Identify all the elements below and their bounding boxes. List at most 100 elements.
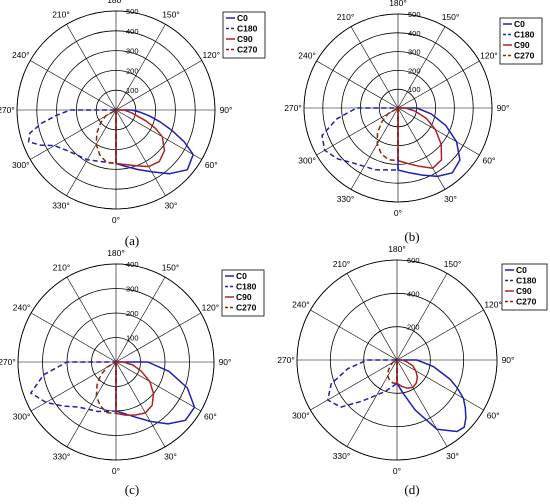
radial-tick-label: 400 [126, 260, 139, 269]
angle-label: 180° [389, 0, 407, 8]
radial-tick-label: 500 [408, 10, 421, 19]
angle-label: 300° [292, 411, 310, 421]
legend-label: C180 [236, 282, 257, 292]
angle-label: 330° [333, 451, 351, 461]
angle-label: 150° [444, 259, 462, 269]
panel-label: (b) [404, 229, 419, 244]
angle-label: 180° [107, 0, 125, 5]
radial-tick-label: 400 [126, 27, 139, 36]
spoke-60 [115, 109, 202, 160]
series-c270-curve [376, 107, 399, 162]
angle-label: 60° [487, 411, 500, 421]
series-c90-curve [396, 359, 419, 389]
spoke-210 [66, 24, 117, 111]
legend-label: C270 [516, 297, 537, 307]
spoke-30 [115, 109, 166, 196]
series-c0-curve [397, 107, 461, 178]
radial-tick-label: 600 [407, 256, 420, 265]
spoke-240 [30, 312, 117, 363]
series-c180-curve [326, 359, 398, 408]
angle-label: 330° [337, 194, 355, 204]
legend-label: C0 [514, 19, 525, 29]
spoke-60 [397, 107, 480, 156]
angle-label: 120° [202, 303, 220, 313]
angle-label: 240° [292, 300, 310, 310]
angle-label: 270° [284, 103, 302, 113]
angle-label: 120° [480, 51, 498, 61]
angle-label: 270° [277, 355, 295, 365]
angle-label: 240° [298, 51, 316, 61]
angle-label: 180° [107, 248, 125, 258]
series-c90-curve [397, 107, 443, 169]
polar-panel-c: 180° 150° 120° 90° 60° 30° 0° 330° 300° 270° 240° 2… [0, 248, 265, 497]
radial-tick-label: 300 [126, 285, 139, 294]
legend-label: C0 [236, 271, 247, 281]
series-c90-curve [115, 361, 155, 416]
series-c270-curve [95, 361, 117, 415]
series-c90-curve [115, 109, 166, 168]
spoke-30 [396, 359, 448, 447]
spoke-300 [316, 107, 399, 156]
spoke-210 [350, 26, 399, 109]
series-c0-curve [115, 361, 196, 425]
spoke-120 [115, 60, 202, 111]
legend-label: C0 [237, 13, 248, 23]
radial-tick-label: 400 [408, 29, 421, 38]
angle-label: 210° [333, 259, 351, 269]
spoke-30 [115, 361, 166, 448]
radial-tick-label: 400 [407, 289, 420, 298]
legend-box [499, 17, 543, 65]
legend-label: C90 [516, 286, 532, 296]
angle-label: 90° [219, 357, 232, 367]
series-c180-curve [27, 109, 117, 165]
legend-label: C270 [237, 45, 258, 55]
angle-label: 270° [0, 357, 16, 367]
spoke-150 [115, 276, 166, 363]
legend-box [221, 269, 265, 317]
angle-label: 300° [12, 160, 30, 170]
spoke-150 [396, 273, 448, 361]
angle-label: 240° [13, 303, 31, 313]
spoke-330 [66, 361, 117, 448]
spoke-210 [66, 276, 117, 363]
angle-label: 210° [52, 10, 70, 20]
radial-tick-label: 500 [126, 7, 139, 16]
angle-label: 210° [53, 263, 71, 273]
spoke-60 [396, 359, 484, 411]
angle-label: 0° [394, 208, 402, 218]
angle-label: 90° [220, 105, 233, 115]
radial-tick-label: 200 [126, 66, 139, 75]
spoke-330 [346, 359, 398, 447]
series-c270-curve [387, 359, 398, 385]
spoke-330 [350, 107, 399, 190]
spoke-210 [346, 273, 398, 361]
angle-label: 90° [502, 355, 515, 365]
angle-label: 240° [12, 50, 30, 60]
radial-tick-label: 100 [126, 86, 139, 95]
legend-label: C90 [236, 292, 252, 302]
panel-label: (a) [125, 233, 139, 248]
angle-label: 270° [0, 105, 15, 115]
angle-label: 180° [388, 244, 406, 254]
series-c180-curve [30, 361, 117, 413]
series-c180-curve [321, 107, 399, 171]
spoke-330 [66, 109, 117, 196]
spoke-240 [316, 60, 399, 109]
angle-label: 150° [162, 10, 180, 20]
spoke-150 [397, 26, 446, 109]
series-c0-curve [396, 359, 467, 433]
spoke-30 [397, 107, 446, 190]
angle-label: 30° [444, 194, 457, 204]
angle-label: 60° [204, 412, 217, 422]
radial-tick-label: 300 [126, 47, 139, 56]
series-c0-curve [115, 109, 194, 175]
angle-label: 150° [442, 12, 460, 22]
legend-label: C90 [514, 40, 530, 50]
angle-label: 90° [497, 103, 510, 113]
spoke-120 [396, 309, 484, 361]
angle-label: 120° [484, 300, 502, 310]
